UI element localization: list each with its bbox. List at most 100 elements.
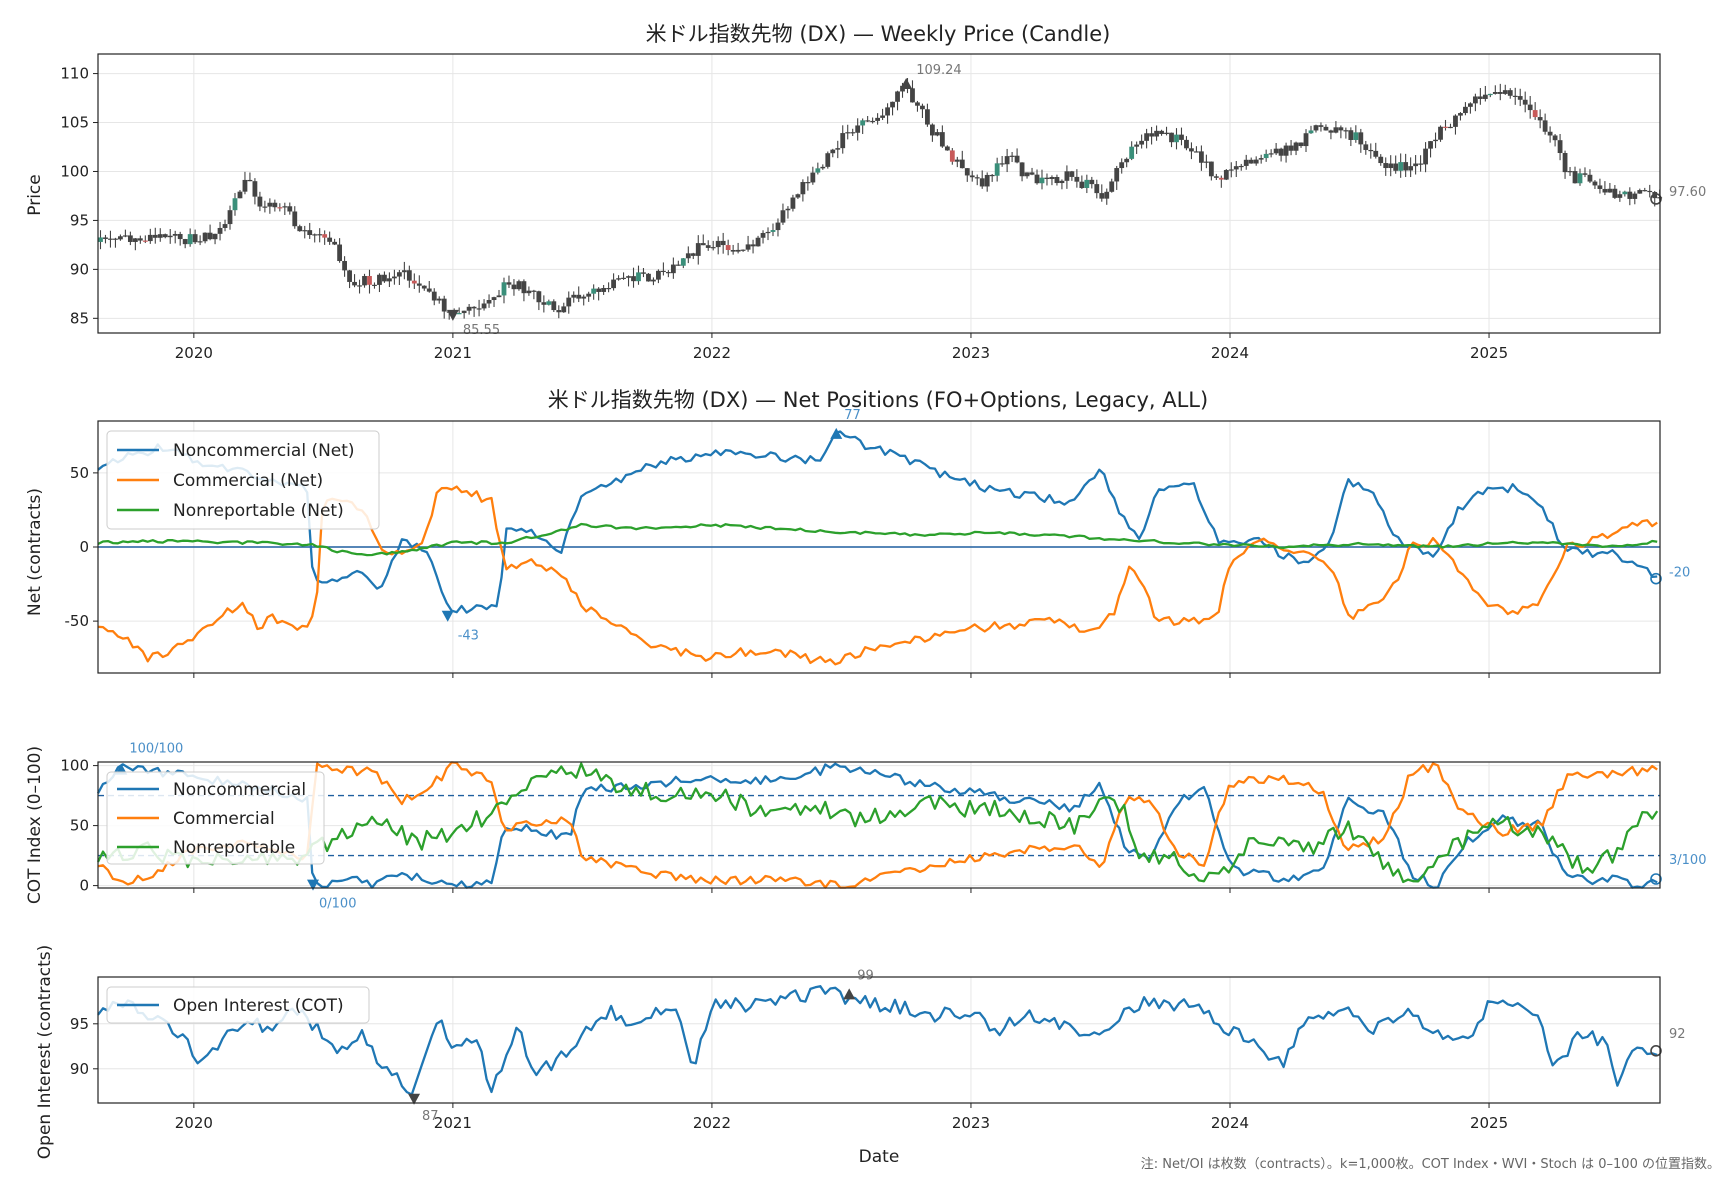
candle-body	[656, 270, 661, 280]
candle-body	[1129, 146, 1135, 159]
candle-body	[1622, 191, 1628, 195]
price-x-ticks: 2020 2021 2022 2023 2024 2025	[175, 333, 1508, 362]
candle-body	[665, 272, 671, 274]
candle-body	[1039, 177, 1045, 184]
candle-body	[710, 247, 716, 249]
candle-body	[137, 238, 143, 241]
oi-xtick-label-2023: 2023	[952, 1114, 990, 1132]
candle-body	[984, 174, 990, 187]
candle-body	[307, 230, 313, 236]
candle-body	[1552, 135, 1558, 141]
candle-body	[247, 179, 253, 182]
candle-body	[192, 234, 198, 243]
candle-body	[1258, 158, 1264, 160]
net-series	[97, 430, 1660, 666]
cot-plot-frame	[97, 761, 1661, 889]
candle-body	[989, 174, 995, 177]
candle-body	[1144, 133, 1150, 141]
footer-note: 注: Net/OI は枚数（contracts）。k=1,000枚。COT In…	[1141, 1157, 1720, 1172]
candle-body	[1009, 155, 1015, 157]
candle-body	[1637, 190, 1643, 194]
candle-body	[1582, 173, 1588, 175]
price-y-label: Price	[25, 174, 45, 215]
net-y-ticks: 50 0 -50	[65, 464, 98, 630]
candle-body	[870, 120, 876, 123]
open-interest-panel: 99 87 92 95 90 2020 2021 2022 2023 2024 2025 Ope…	[35, 945, 1686, 1167]
candle-body	[949, 150, 955, 162]
candle-body	[1313, 125, 1319, 131]
net-x-ticks	[193, 673, 1490, 678]
candle-body	[979, 178, 985, 187]
price-xtick-label-2025: 2025	[1470, 344, 1508, 362]
candle-body	[113, 238, 118, 240]
candle-body	[122, 235, 128, 237]
price-ytick-label-85: 85	[70, 309, 89, 327]
cot-index-panel: 100/100 0/100 3/100 100 50 0 COT Index (0–10…	[25, 742, 1706, 912]
candle-body	[426, 288, 432, 292]
oi-series	[97, 985, 1658, 1096]
candle-body	[1318, 125, 1324, 127]
candle-body	[566, 297, 572, 307]
candle-body	[237, 191, 243, 199]
candle-body	[327, 237, 333, 242]
candle-body	[705, 245, 711, 248]
candle-body	[890, 101, 895, 108]
candle-body	[805, 182, 811, 184]
legend-label-nonreportable-cot: Nonreportable	[173, 838, 295, 858]
candle-body	[1438, 126, 1443, 140]
candle-body	[257, 196, 263, 207]
candle-body	[1114, 168, 1120, 182]
candle-body	[1542, 120, 1548, 132]
candle-body	[1298, 142, 1304, 147]
candle-body	[551, 301, 557, 311]
cot-legend: Noncommercial Commercial Nonreportable	[106, 771, 325, 865]
candle-body	[770, 230, 776, 232]
candle-body	[1049, 176, 1055, 180]
cot-grid	[98, 762, 1660, 888]
oi-grid	[98, 977, 1660, 1103]
candle-body	[1557, 140, 1563, 154]
candle-body	[521, 281, 527, 294]
candle-body	[292, 211, 298, 227]
cot-min-marker	[307, 879, 320, 891]
candle-body	[1119, 162, 1125, 169]
candle-body	[1064, 171, 1070, 181]
net-min-label: -43	[458, 629, 479, 644]
candle-body	[367, 276, 372, 285]
candle-body	[362, 276, 367, 286]
candle-body	[347, 270, 352, 282]
candle-body	[1403, 162, 1409, 171]
cot-y-label: COT Index (0–100)	[25, 746, 45, 904]
candle-body	[147, 234, 153, 242]
candle-body	[1134, 144, 1140, 147]
candle-body	[1184, 139, 1189, 149]
candle-body	[1084, 179, 1090, 189]
candle-body	[1169, 132, 1174, 143]
candle-body	[815, 168, 821, 173]
candle-body	[1487, 93, 1493, 96]
candle-body	[1263, 153, 1269, 159]
candle-body	[1612, 188, 1618, 198]
candle-body	[1632, 193, 1638, 199]
net-last-marker	[1650, 572, 1662, 585]
candle-body	[865, 120, 871, 122]
oi-xtick-label-2020: 2020	[175, 1114, 213, 1132]
oi-xtick-label-2025: 2025	[1470, 1114, 1508, 1132]
candle-body	[1223, 170, 1229, 180]
candle-body	[1159, 130, 1164, 135]
price-last-marker	[1650, 193, 1662, 205]
candle-body	[1278, 148, 1284, 156]
candle-body	[695, 243, 701, 256]
candle-body	[496, 295, 502, 298]
candle-body	[1463, 106, 1468, 114]
candle-body	[342, 261, 347, 271]
price-annotations: 109.24 85.55 97.60	[446, 63, 1706, 338]
candle-body	[501, 282, 507, 296]
candle-body	[1458, 113, 1463, 116]
candle-body	[1139, 140, 1145, 145]
candle-body	[1044, 177, 1050, 180]
candle-body	[586, 293, 592, 297]
candle-body	[954, 159, 960, 162]
candle-body	[561, 306, 567, 313]
candle-body	[934, 132, 940, 136]
